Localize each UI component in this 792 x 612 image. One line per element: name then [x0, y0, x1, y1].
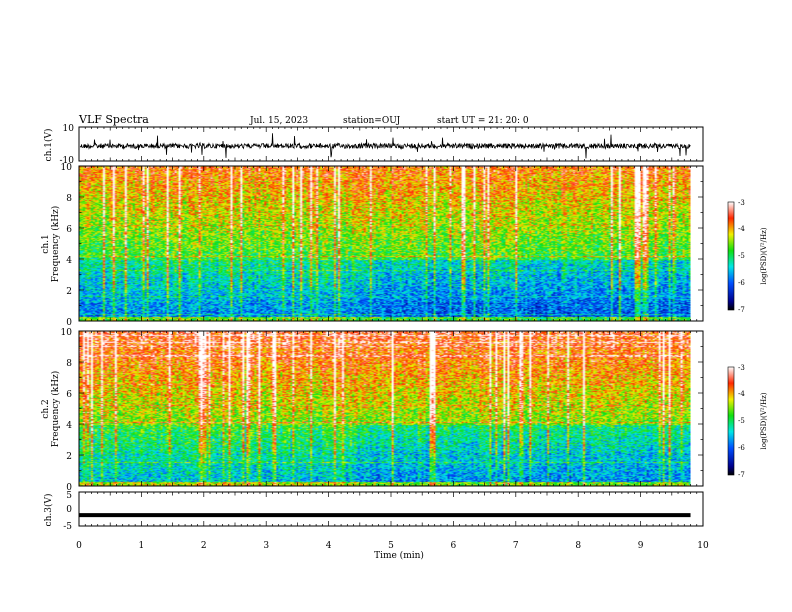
ch1-cb-label: log(PSD)(V²/Hz): [760, 227, 768, 284]
ch2-cb-tick-m4: -4: [738, 390, 745, 398]
ch1-spectrogram-panel: 0 2 4 6 8 10 ch.1 Frequency (kHz) -3 -4 …: [41, 163, 768, 328]
ch2-channel-label: ch.2: [41, 399, 51, 418]
x-tick-label: 2: [201, 541, 207, 551]
x-tick-label: 9: [638, 541, 644, 551]
x-tick-label: 6: [451, 541, 457, 551]
ch2-spec-ytick-8: 8: [66, 359, 72, 369]
ch2-spec-ytick-6: 6: [66, 390, 72, 400]
figure-title: VLF Spectra: [78, 113, 149, 126]
ch2-cb-tick-m5: -5: [738, 417, 745, 425]
ch1-ytick-bottom: -10: [60, 156, 75, 166]
ch2-cb-tick-m7: -7: [738, 471, 745, 479]
ch1-waveform-line: [79, 133, 691, 159]
ch3-ytick-bottom: -5: [63, 522, 72, 532]
ch1-ytick-top: 10: [63, 124, 75, 134]
ch1-waveform-panel: 10 -10 ch.1(V): [43, 124, 704, 166]
ch2-spectrogram-image: [79, 331, 691, 486]
ch2-spec-ytick-0: 0: [66, 483, 72, 493]
x-tick-label: 1: [139, 541, 145, 551]
ch1-cb-tick-m6: -6: [738, 279, 745, 287]
x-axis-label: Time (min): [374, 550, 424, 561]
ch2-spec-ytick-10: 10: [61, 328, 73, 338]
ch2-spec-ytick-4: 4: [66, 421, 72, 431]
ch3-ytick-top: 5: [66, 491, 72, 501]
date-label: Jul. 15, 2023: [249, 116, 308, 126]
x-tick-labels: 0 1 2 3 4 5 6 7 8 9 10: [76, 541, 709, 551]
x-tick-label: 10: [697, 541, 709, 551]
ch1-colorbar: [727, 201, 735, 311]
ch1-ylabel: ch.1(V): [43, 129, 54, 162]
start-time-label: start UT = 21: 20: 0: [437, 116, 529, 126]
ch1-cb-tick-m7: -7: [738, 306, 745, 314]
ch1-spec-ytick-0: 0: [66, 318, 72, 328]
ch1-spec-ytick-4: 4: [66, 256, 72, 266]
ch2-cb-tick-m3: -3: [738, 364, 745, 372]
x-tick-label: 4: [326, 541, 332, 551]
ch1-freq-label: Frequency (kHz): [50, 206, 61, 283]
ch1-channel-label: ch.1: [41, 234, 51, 253]
ch1-cb-tick-m5: -5: [738, 252, 745, 260]
time-ticks: [78, 127, 704, 526]
ch2-colorbar: [727, 366, 735, 476]
ch3-ytick-mid: 0: [66, 505, 72, 515]
ch1-cb-tick-m4: -4: [738, 225, 745, 233]
x-tick-label: 5: [388, 541, 394, 551]
ch1-cb-tick-m3: -3: [738, 199, 745, 207]
ch2-freq-label: Frequency (kHz): [50, 371, 61, 448]
x-tick-label: 7: [513, 541, 519, 551]
station-label: station=OUJ: [343, 116, 401, 126]
x-tick-label: 8: [575, 541, 581, 551]
ch2-cb-tick-m6: -6: [738, 444, 745, 452]
ch3-ylabel: ch.3(V): [43, 494, 54, 527]
ch1-spec-ytick-8: 8: [66, 194, 72, 204]
ch1-spec-ytick-6: 6: [66, 225, 72, 235]
ch2-spec-ytick-2: 2: [66, 452, 72, 462]
ch2-spectrogram-panel: 0 2 4 6 8 10 ch.2 Frequency (kHz) -3 -4 …: [41, 328, 768, 493]
ch1-spectrogram-image: [79, 166, 691, 321]
ch3-waveform-panel: 5 0 -5 ch.3(V): [43, 491, 704, 532]
x-tick-label: 0: [76, 541, 82, 551]
ch1-spec-ytick-2: 2: [66, 287, 72, 297]
ch2-cb-label: log(PSD)(V²/Hz): [760, 392, 768, 449]
ch1-spec-ytick-10: 10: [61, 163, 73, 173]
x-tick-label: 3: [263, 541, 269, 551]
